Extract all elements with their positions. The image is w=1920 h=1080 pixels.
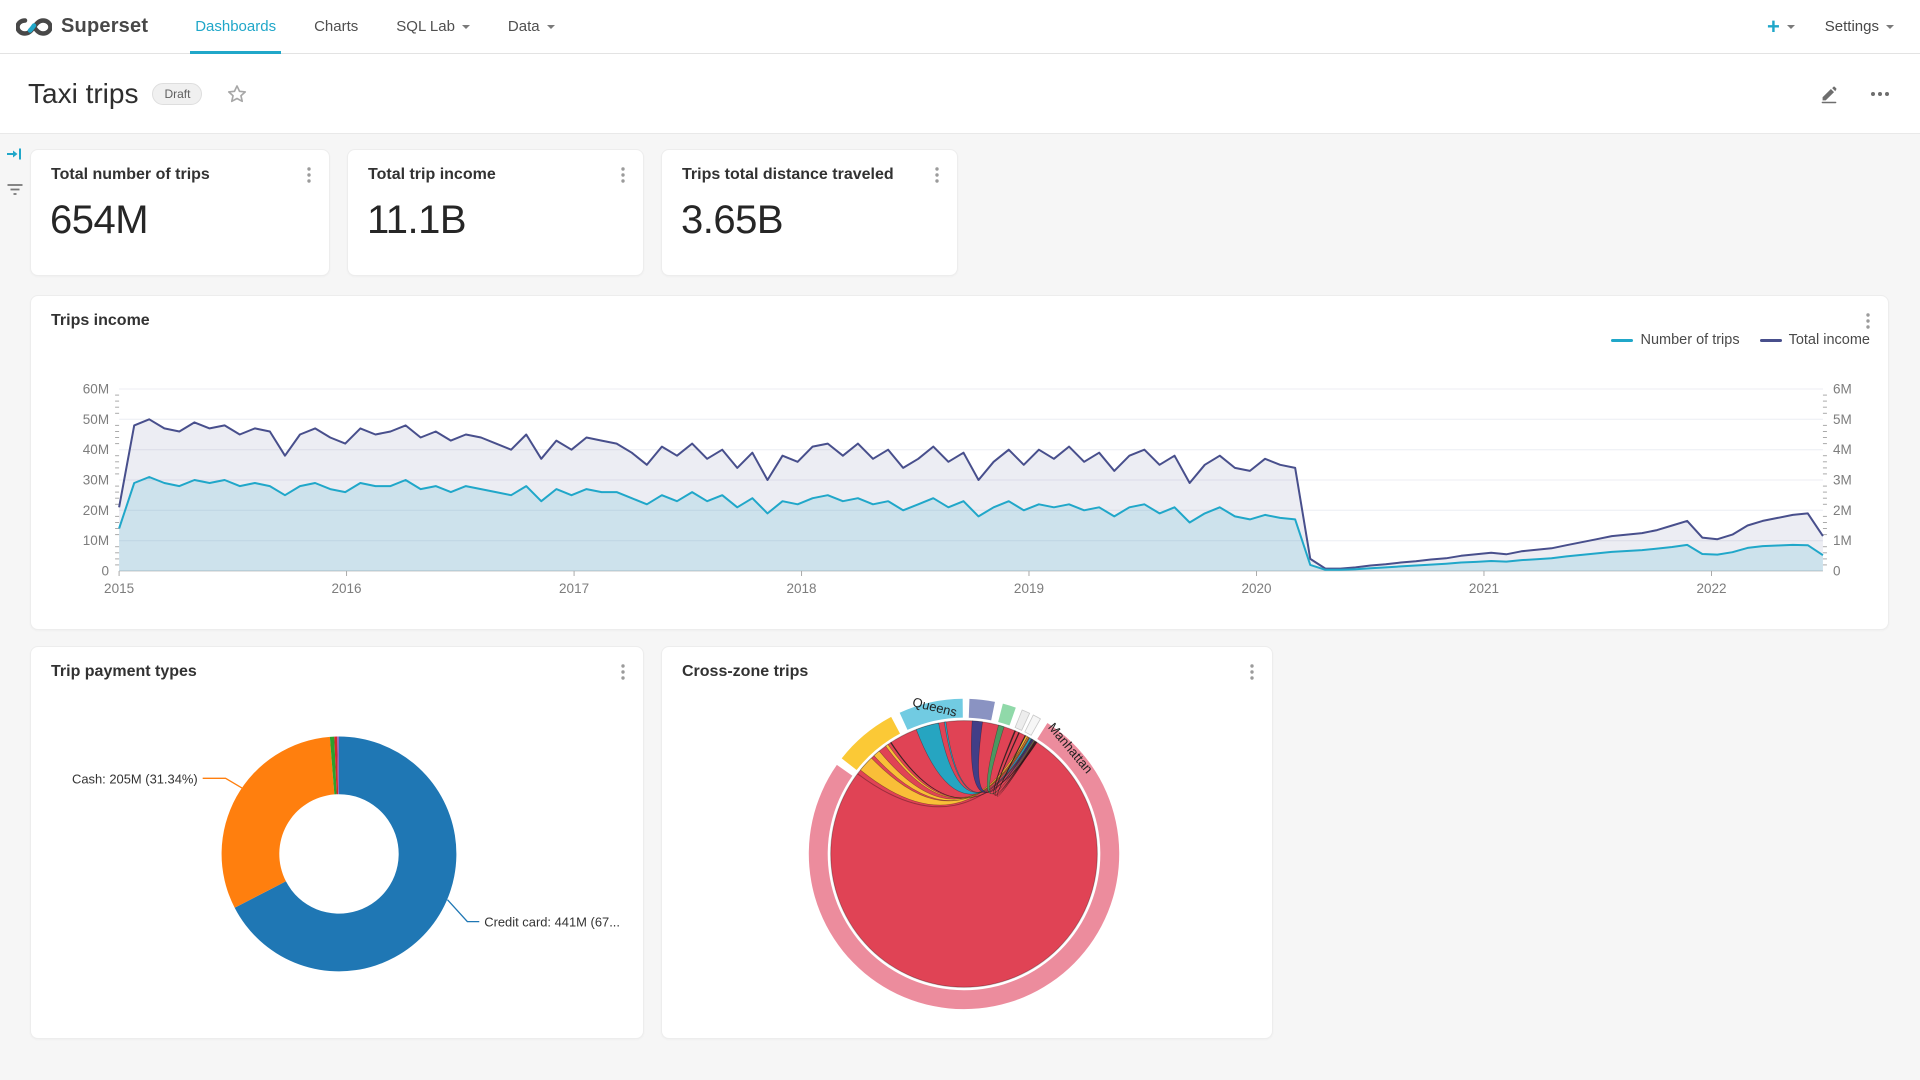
svg-text:2015: 2015	[104, 581, 134, 596]
svg-text:0: 0	[1833, 564, 1841, 579]
nav-item-data[interactable]: Data	[489, 0, 574, 53]
nav-item-dashboards[interactable]: Dashboards	[176, 0, 295, 54]
svg-text:30M: 30M	[83, 473, 109, 488]
nav-item-charts[interactable]: Charts	[314, 18, 359, 35]
main-nav: Dashboards Charts SQL Lab Data	[176, 0, 574, 54]
brand-name: Superset	[61, 15, 149, 37]
caret-down-icon	[461, 24, 470, 33]
kpi-value: 3.65B	[681, 198, 784, 242]
dashboard-header: Taxi trips Draft	[0, 54, 1920, 134]
expand-filter-bar-button[interactable]	[6, 146, 24, 167]
edit-icon	[1821, 86, 1837, 103]
navbar: Superset Dashboards Charts SQL Lab Data …	[0, 0, 1920, 54]
legend-item-total-income[interactable]: Total income	[1759, 332, 1870, 348]
svg-text:2016: 2016	[332, 581, 362, 596]
trip-payment-types-card: Trip payment types Credit card: 441M (67…	[30, 646, 644, 1039]
caret-down-icon	[1886, 24, 1894, 33]
kebab-menu-icon[interactable]	[1240, 659, 1264, 688]
chart-title: Cross-zone trips	[682, 663, 809, 680]
svg-text:0: 0	[102, 564, 110, 579]
svg-text:3M: 3M	[1833, 473, 1852, 488]
kpi-value: 654M	[50, 198, 149, 242]
chart-title: Trips income	[51, 312, 150, 329]
trips-income-chart-card: Trips income Number of trips Total incom…	[30, 295, 1889, 630]
svg-text:6M: 6M	[1833, 382, 1852, 397]
chart-title: Trip payment types	[51, 663, 197, 680]
nav-item-sql-lab[interactable]: SQL Lab	[377, 0, 489, 53]
filter-bar-collapsed	[0, 146, 30, 202]
svg-text:2019: 2019	[1014, 581, 1044, 596]
more-icon	[1871, 91, 1889, 96]
favorite-star-button[interactable]	[226, 83, 248, 105]
svg-text:2017: 2017	[559, 581, 589, 596]
plus-icon: +	[1766, 13, 1780, 39]
filter-count-button[interactable]	[6, 183, 24, 202]
superset-logo[interactable]: Superset	[16, 0, 148, 53]
edit-dashboard-button[interactable]	[1818, 83, 1840, 105]
svg-text:60M: 60M	[83, 382, 109, 397]
kebab-menu-icon[interactable]	[297, 162, 321, 191]
chart-legend: Number of trips Total income	[1611, 332, 1870, 348]
kpi-card-total-trips: Total number of trips 654M	[30, 149, 330, 276]
kpi-card-total-distance: Trips total distance traveled 3.65B	[661, 149, 958, 276]
legend-item-number-of-trips[interactable]: Number of trips	[1611, 332, 1740, 348]
kpi-title: Trips total distance traveled	[682, 166, 894, 183]
expand-filter-icon	[7, 148, 21, 160]
svg-text:2020: 2020	[1241, 581, 1271, 596]
svg-text:20M: 20M	[83, 503, 109, 518]
kebab-menu-icon[interactable]	[611, 659, 635, 688]
legend-swatch	[1611, 338, 1634, 342]
status-badge: Draft	[152, 82, 203, 105]
kpi-card-trip-income: Total trip income 11.1B	[347, 149, 644, 276]
legend-swatch	[1759, 338, 1782, 342]
svg-text:2021: 2021	[1469, 581, 1499, 596]
kpi-value: 11.1B	[367, 198, 467, 242]
svg-text:2018: 2018	[786, 581, 816, 596]
kebab-menu-icon[interactable]	[925, 162, 949, 191]
dashboard-more-menu[interactable]	[1868, 82, 1892, 106]
infinity-logo-icon	[16, 17, 52, 36]
cross-zone-trips-card: Cross-zone trips Queens Manhattan	[661, 646, 1273, 1039]
svg-text:50M: 50M	[83, 412, 109, 427]
header-actions	[1818, 82, 1892, 106]
caret-down-icon	[546, 24, 555, 33]
donut-chart[interactable]: Credit card: 441M (67... Cash: 205M (31.3…	[31, 647, 643, 1038]
kebab-menu-icon[interactable]	[611, 162, 635, 191]
svg-text:1M: 1M	[1833, 533, 1852, 548]
new-item-button[interactable]: +	[1766, 13, 1795, 39]
svg-text:10M: 10M	[83, 533, 109, 548]
svg-text:5M: 5M	[1833, 412, 1852, 427]
filter-icon	[7, 184, 23, 195]
svg-text:Credit card: 441M (67...: Credit card: 441M (67...	[484, 915, 620, 930]
kpi-row: Total number of trips 654M Total trip in…	[30, 149, 1889, 276]
dashboard-content: Total number of trips 654M Total trip in…	[0, 134, 1920, 1039]
page-title: Taxi trips	[28, 77, 139, 109]
svg-text:40M: 40M	[83, 442, 109, 457]
nav-right: + Settings	[1767, 0, 1894, 53]
kpi-title: Total number of trips	[51, 166, 210, 183]
svg-text:Cash: 205M (31.34%): Cash: 205M (31.34%)	[72, 771, 198, 786]
svg-text:2022: 2022	[1696, 581, 1726, 596]
caret-down-icon	[1786, 24, 1795, 33]
star-icon	[228, 84, 247, 102]
kebab-menu-icon[interactable]	[1856, 308, 1880, 337]
svg-text:2M: 2M	[1833, 503, 1852, 518]
kpi-title: Total trip income	[368, 166, 496, 183]
bottom-row: Trip payment types Credit card: 441M (67…	[30, 646, 1889, 1039]
timeseries-plot[interactable]: 0 0 10M 1M 20M 2M 30M 3M 40M 4M 50M 5M 60M 6M 2015 2016…	[31, 375, 1888, 623]
settings-menu[interactable]: Settings	[1825, 18, 1894, 35]
svg-text:4M: 4M	[1833, 442, 1852, 457]
